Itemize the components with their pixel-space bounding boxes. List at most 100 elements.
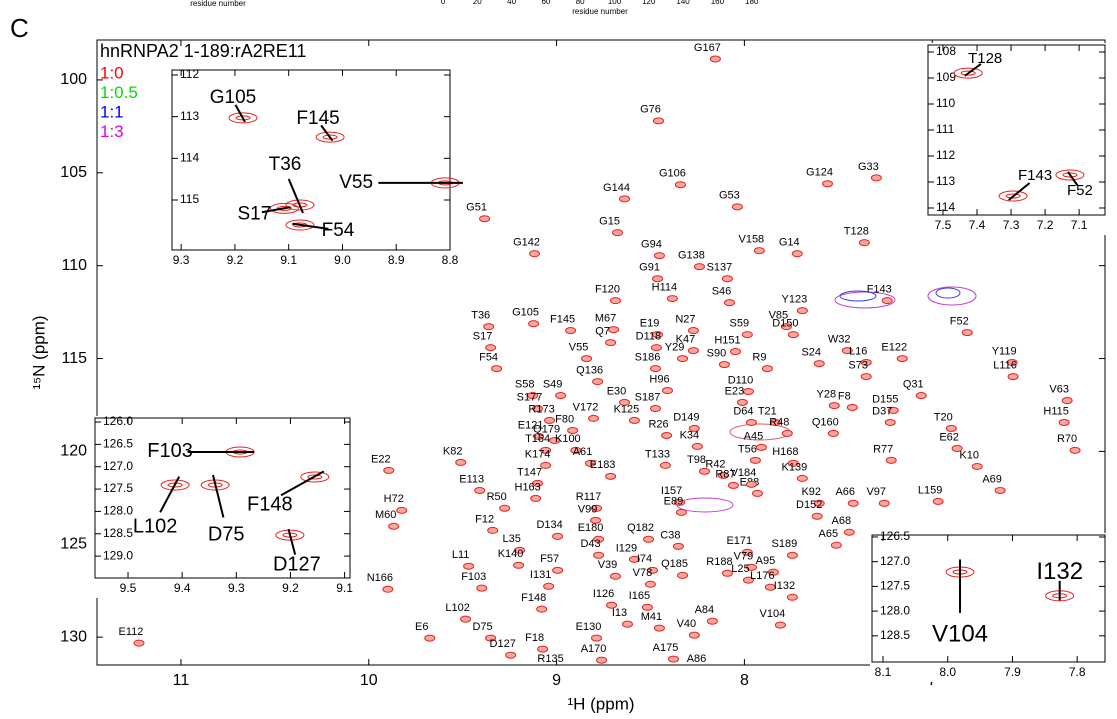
peak-label: F54 <box>479 352 498 364</box>
peak-label: E180 <box>578 522 604 534</box>
peak-label: F54 <box>322 220 355 241</box>
x-tick-label: 10 <box>360 672 378 689</box>
peak <box>723 299 735 307</box>
peak <box>424 634 436 642</box>
decor-peak <box>839 290 877 302</box>
peak-label: F12 <box>475 513 494 525</box>
peak-label: G53 <box>719 190 740 202</box>
x-tick-label: 11 <box>173 672 190 689</box>
x-tick-label: 9.2 <box>282 581 299 595</box>
x-axis-label: ¹H (ppm) <box>567 694 634 713</box>
peak-label: K125 <box>614 403 640 415</box>
peak-label: F103 <box>461 571 486 583</box>
peak-label: L102 <box>133 515 178 537</box>
peak <box>745 563 757 571</box>
peak-label: T98 <box>687 454 706 466</box>
peak <box>796 474 808 482</box>
peak <box>593 535 605 543</box>
peak <box>513 561 525 569</box>
peak-label: W32 <box>828 333 851 345</box>
peak-label: V104 <box>932 620 988 647</box>
peak <box>878 499 890 507</box>
peak <box>528 320 540 328</box>
peak-label: R77 <box>873 443 893 455</box>
peak <box>666 295 678 303</box>
header-tick: 100 <box>608 0 622 6</box>
peak-label: S73 <box>848 360 868 372</box>
peak-label: C38 <box>660 529 680 541</box>
peak-label: Y28 <box>816 388 836 400</box>
peak-label: E183 <box>590 459 616 471</box>
peak-label: D155 <box>872 393 898 405</box>
peak <box>727 481 739 489</box>
header-tick: 180 <box>745 0 759 6</box>
peak-label: A95 <box>756 555 776 567</box>
peak <box>536 605 548 613</box>
peak <box>998 190 1028 202</box>
peak <box>830 541 842 549</box>
y-tick-label: 113 <box>936 174 955 188</box>
peak-label: R135 <box>537 653 563 665</box>
peak-label: N27 <box>675 313 695 325</box>
peak-label: F52 <box>1067 182 1093 199</box>
peak-label: S17 <box>237 203 271 224</box>
leader <box>1008 182 1031 201</box>
peak-label: I129 <box>616 542 637 554</box>
peak-label: D149 <box>673 411 699 423</box>
peak <box>396 506 408 514</box>
inset: 8.1 8.0 7.9 7.8 126.5 127.0 127.5 128.0 128.5 V10… <box>870 529 1107 682</box>
peak-label: R117 <box>576 491 601 503</box>
inset-background <box>870 533 1107 682</box>
y-tick-label: 120 <box>60 443 87 460</box>
peak <box>699 467 711 475</box>
peak-label: E113 <box>459 473 484 485</box>
leader <box>292 222 329 230</box>
peak <box>585 459 597 467</box>
peak <box>687 347 699 355</box>
peak-label: K10 <box>959 449 979 461</box>
peak-label: L25 <box>731 563 749 575</box>
peak <box>1058 418 1070 426</box>
peak <box>860 358 872 366</box>
y-tick-label: 111 <box>936 122 955 136</box>
peak-label: G33 <box>858 161 879 173</box>
peak <box>858 239 870 247</box>
x-tick-label: 7.8 <box>1069 665 1086 679</box>
peak-label: T56 <box>738 443 757 455</box>
leader <box>261 206 291 214</box>
peak <box>505 651 517 659</box>
peak <box>549 436 561 444</box>
peak-label: I126 <box>593 588 614 600</box>
peak <box>687 327 699 335</box>
legend-entry: 1:3 <box>100 122 124 141</box>
peak-label: D152 <box>796 499 822 511</box>
x-tick-label: 9.0 <box>334 253 351 267</box>
peak-label: T128 <box>968 50 1002 67</box>
peak <box>674 181 686 189</box>
peak-label: Q182 <box>627 522 654 534</box>
y-tick-label: 125 <box>60 535 87 552</box>
peak <box>567 426 579 434</box>
y-tick-label: 112 <box>180 67 199 81</box>
inset-background <box>170 68 452 270</box>
peak <box>672 542 684 550</box>
peak <box>721 275 733 283</box>
decor-peak <box>935 287 961 299</box>
peak-label: S186 <box>635 352 661 364</box>
peak <box>915 392 927 400</box>
leader <box>234 104 246 123</box>
peak <box>565 327 577 335</box>
peak-label: S49 <box>543 378 563 390</box>
peak <box>755 443 767 451</box>
peak <box>591 504 603 512</box>
decor-peak <box>927 286 977 306</box>
peak <box>691 442 703 450</box>
peak-label: K140 <box>498 548 524 560</box>
peak-label: F143 <box>1018 167 1052 184</box>
peak <box>693 263 705 271</box>
y-tick-label: 114 <box>180 151 199 165</box>
peak <box>527 392 539 400</box>
y-tick-label: 112 <box>936 148 955 162</box>
peak-label: A86 <box>687 653 707 665</box>
peak-core <box>307 474 323 480</box>
